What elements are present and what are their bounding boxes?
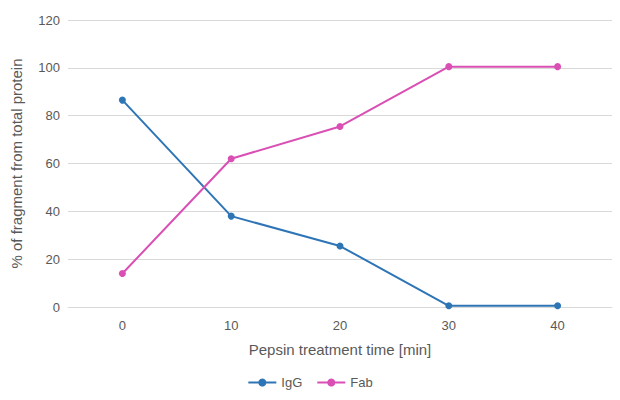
svg-text:10: 10: [224, 318, 238, 333]
svg-text:40: 40: [46, 204, 60, 219]
svg-text:Fab: Fab: [350, 375, 372, 390]
svg-text:0: 0: [53, 300, 60, 315]
svg-text:0: 0: [119, 318, 126, 333]
svg-text:% of fragment from total prote: % of fragment from total protein: [8, 58, 25, 268]
svg-text:120: 120: [38, 13, 60, 28]
svg-text:IgG: IgG: [281, 375, 302, 390]
svg-text:60: 60: [46, 156, 60, 171]
svg-text:20: 20: [46, 252, 60, 267]
svg-text:30: 30: [442, 318, 456, 333]
svg-text:Pepsin treatment time [min]: Pepsin treatment time [min]: [249, 341, 432, 358]
svg-text:40: 40: [550, 318, 564, 333]
svg-text:100: 100: [38, 60, 60, 75]
svg-text:80: 80: [46, 108, 60, 123]
svg-text:20: 20: [333, 318, 347, 333]
